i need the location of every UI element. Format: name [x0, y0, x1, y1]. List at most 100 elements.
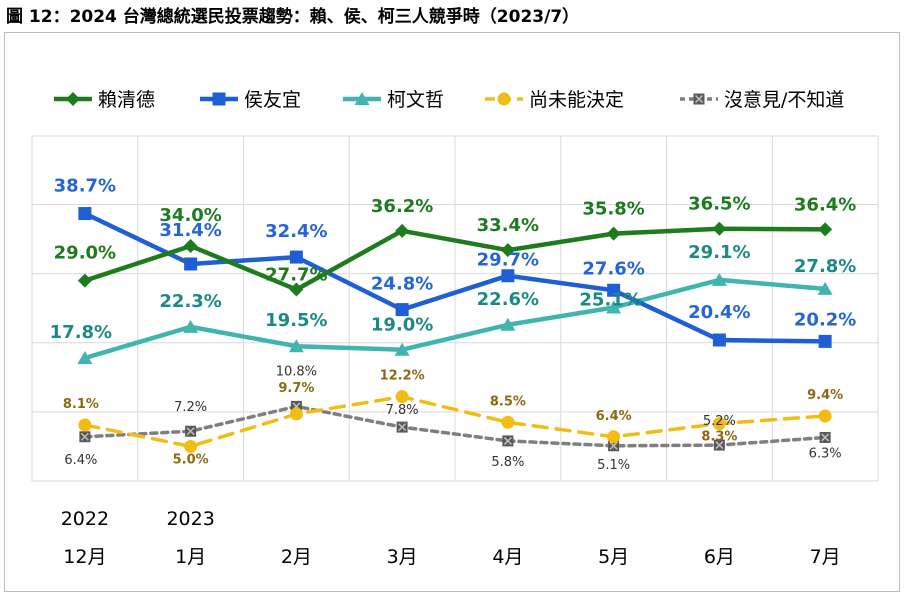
data-label-2: 29.1% — [688, 242, 750, 263]
data-label-2: 22.6% — [477, 289, 539, 310]
data-point-0 — [606, 226, 621, 241]
data-point-4-cross — [715, 441, 724, 450]
data-label-2: 19.5% — [265, 310, 327, 331]
data-point-1 — [712, 333, 726, 347]
data-label-3: 12.2% — [380, 369, 425, 384]
data-label-1: 32.4% — [265, 221, 327, 242]
data-label-1: 38.7% — [54, 176, 116, 197]
data-point-2 — [500, 317, 516, 331]
legend-label-0: 賴清德 — [98, 89, 155, 111]
x-tick-label: 2月 — [281, 546, 312, 568]
data-label-1: 31.4% — [159, 220, 221, 241]
legend-label-2: 柯文哲 — [387, 89, 444, 111]
data-point-0 — [712, 221, 727, 236]
data-label-3: 9.4% — [807, 388, 843, 403]
data-label-0: 36.5% — [688, 194, 750, 215]
data-point-4-cross — [186, 427, 195, 436]
data-label-2: 27.8% — [794, 256, 856, 277]
x-tick-label: 1月 — [175, 546, 206, 568]
data-point-0 — [500, 243, 515, 258]
x-tick-label: 6月 — [704, 546, 735, 568]
data-point-2 — [77, 350, 93, 364]
data-label-4: 5.2% — [703, 414, 736, 429]
data-point-0 — [818, 222, 833, 237]
data-point-0 — [289, 282, 304, 297]
data-point-3 — [184, 439, 198, 453]
x-year-label: 2022 — [61, 508, 109, 530]
data-point-1 — [289, 250, 303, 264]
legend-label-4: 沒意見/不知道 — [724, 89, 844, 111]
legend-marker-2 — [354, 92, 370, 105]
data-point-1 — [184, 257, 198, 271]
data-label-2: 17.8% — [50, 322, 112, 343]
data-label-3: 9.7% — [278, 381, 314, 396]
data-label-1: 20.2% — [794, 309, 856, 330]
data-point-4-cross — [821, 433, 830, 442]
legend-marker-4-cross — [694, 94, 704, 104]
data-point-2 — [288, 339, 304, 353]
data-label-2: 19.0% — [371, 315, 433, 336]
series-line-3 — [83, 394, 827, 449]
data-point-4-cross — [80, 432, 89, 441]
x-tick-label: 3月 — [387, 546, 418, 568]
data-label-3: 8.3% — [701, 430, 737, 445]
data-point-2 — [183, 319, 199, 333]
data-point-0 — [77, 273, 92, 288]
data-label-3: 5.0% — [173, 452, 209, 467]
data-label-4: 10.8% — [276, 364, 317, 379]
data-label-4: 5.8% — [491, 455, 524, 470]
data-label-1: 29.7% — [477, 250, 539, 271]
data-point-1 — [607, 283, 621, 297]
data-label-2: 22.3% — [159, 291, 221, 312]
data-point-0 — [395, 223, 410, 238]
series-line-0 — [82, 226, 828, 292]
data-label-4: 7.2% — [174, 400, 207, 415]
series-line-4 — [83, 404, 827, 448]
legend-label-3: 尚未能決定 — [529, 89, 624, 111]
data-label-0: 34.0% — [159, 205, 221, 226]
data-label-3: 8.1% — [63, 397, 99, 412]
data-label-0: 29.0% — [54, 243, 116, 264]
series-line-2 — [82, 277, 828, 361]
data-point-4-cross — [609, 441, 618, 450]
legend-marker-1 — [212, 92, 226, 106]
data-label-0: 27.7% — [265, 265, 327, 286]
series-line-1 — [82, 211, 828, 344]
data-label-0: 35.8% — [582, 199, 644, 220]
data-label-3: 6.4% — [596, 409, 632, 424]
data-point-3 — [289, 407, 303, 421]
chart-title: 圖 12：2024 台灣總統選民投票趨勢：賴、侯、柯三人競爭時（2023/7） — [6, 7, 580, 27]
data-point-2 — [394, 342, 410, 356]
data-point-2 — [817, 281, 833, 295]
x-tick-label: 7月 — [810, 546, 841, 568]
x-year-label: 2023 — [166, 508, 214, 530]
data-label-0: 36.4% — [794, 194, 856, 215]
data-label-4: 6.3% — [809, 446, 842, 461]
data-label-4: 7.8% — [386, 403, 419, 418]
legend-label-1: 侯友宜 — [244, 89, 301, 111]
data-point-1 — [501, 269, 515, 283]
data-label-0: 36.2% — [371, 196, 433, 217]
data-point-4-cross — [398, 423, 407, 432]
data-label-4: 6.4% — [64, 453, 97, 468]
data-label-1: 24.8% — [371, 274, 433, 295]
data-point-3 — [607, 430, 621, 444]
data-label-0: 33.4% — [477, 215, 539, 236]
data-point-1 — [78, 207, 92, 221]
data-point-0 — [183, 239, 198, 254]
x-tick-label: 4月 — [492, 546, 523, 568]
data-point-3 — [395, 390, 409, 404]
legend-marker-0 — [66, 92, 80, 106]
data-point-4-cross — [503, 436, 512, 445]
data-point-2 — [606, 300, 622, 314]
data-point-1 — [818, 334, 832, 348]
data-label-2: 25.1% — [579, 290, 641, 311]
data-point-3 — [78, 418, 92, 432]
legend-marker-3 — [497, 92, 511, 106]
data-point-3 — [501, 415, 515, 429]
data-point-2 — [711, 272, 727, 286]
data-point-3 — [818, 409, 832, 423]
data-point-1 — [395, 303, 409, 317]
data-label-3: 8.5% — [490, 394, 526, 409]
